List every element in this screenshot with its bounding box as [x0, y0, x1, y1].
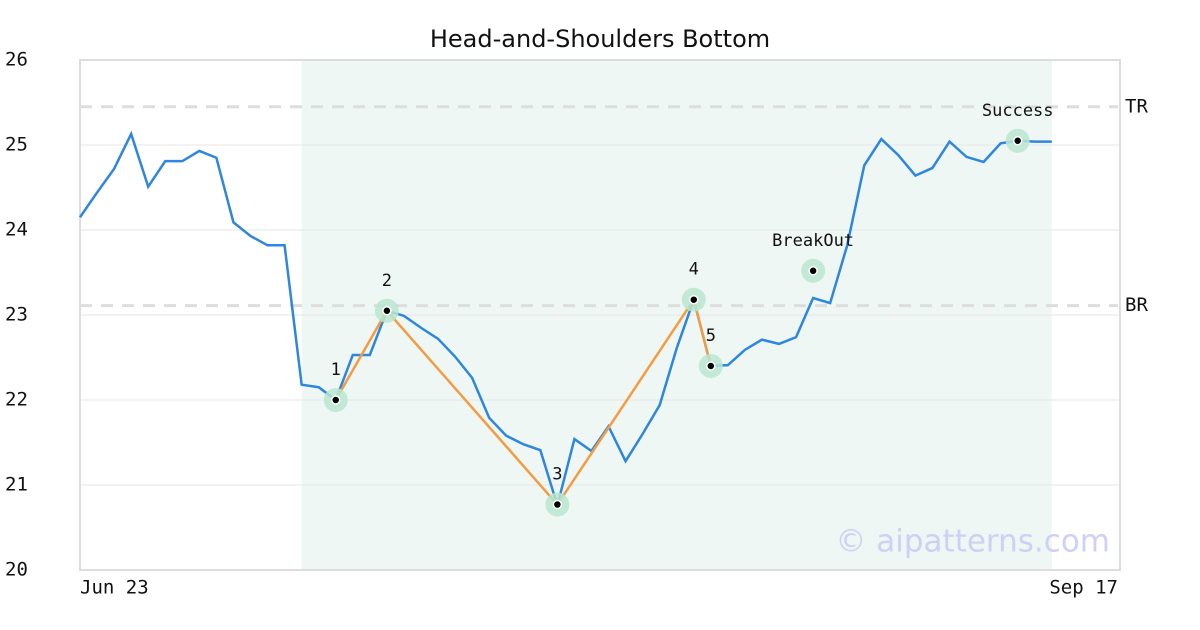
plot-frame: [79, 59, 1121, 571]
marker-label: 5: [706, 326, 716, 346]
watermark: © aipatterns.com: [835, 524, 1110, 560]
y-tick-label: 24: [5, 219, 28, 241]
marker-dot: [808, 266, 818, 276]
marker-dot: [1012, 136, 1023, 146]
price-line: [78, 130, 1052, 510]
marker-dot: [689, 294, 699, 305]
y-tick-label: 25: [5, 134, 28, 156]
marker-dot: [382, 306, 392, 316]
y-tick-label: 20: [5, 559, 28, 581]
level-label: BR: [1125, 294, 1148, 316]
marker-dot: [552, 499, 563, 510]
marker-label: 4: [689, 260, 699, 280]
marker-label: BreakOut: [772, 231, 854, 251]
y-tick-label: 23: [5, 304, 28, 326]
y-tick-label: 22: [5, 389, 28, 411]
marker-label: 1: [331, 360, 341, 380]
marker-label: Success: [982, 101, 1054, 121]
marker-label: 3: [552, 465, 562, 485]
marker-dot: [330, 395, 341, 405]
y-tick-label: 21: [5, 474, 28, 496]
marker-label: 2: [382, 271, 392, 291]
x-tick-label: Sep 17: [1049, 577, 1118, 599]
y-tick-label: 26: [5, 49, 28, 71]
chart-title: Head-and-Shoulders Bottom: [430, 25, 770, 53]
level-label: TR: [1125, 95, 1148, 117]
marker-dot: [706, 361, 716, 371]
x-tick-label: Jun 23: [80, 577, 149, 599]
